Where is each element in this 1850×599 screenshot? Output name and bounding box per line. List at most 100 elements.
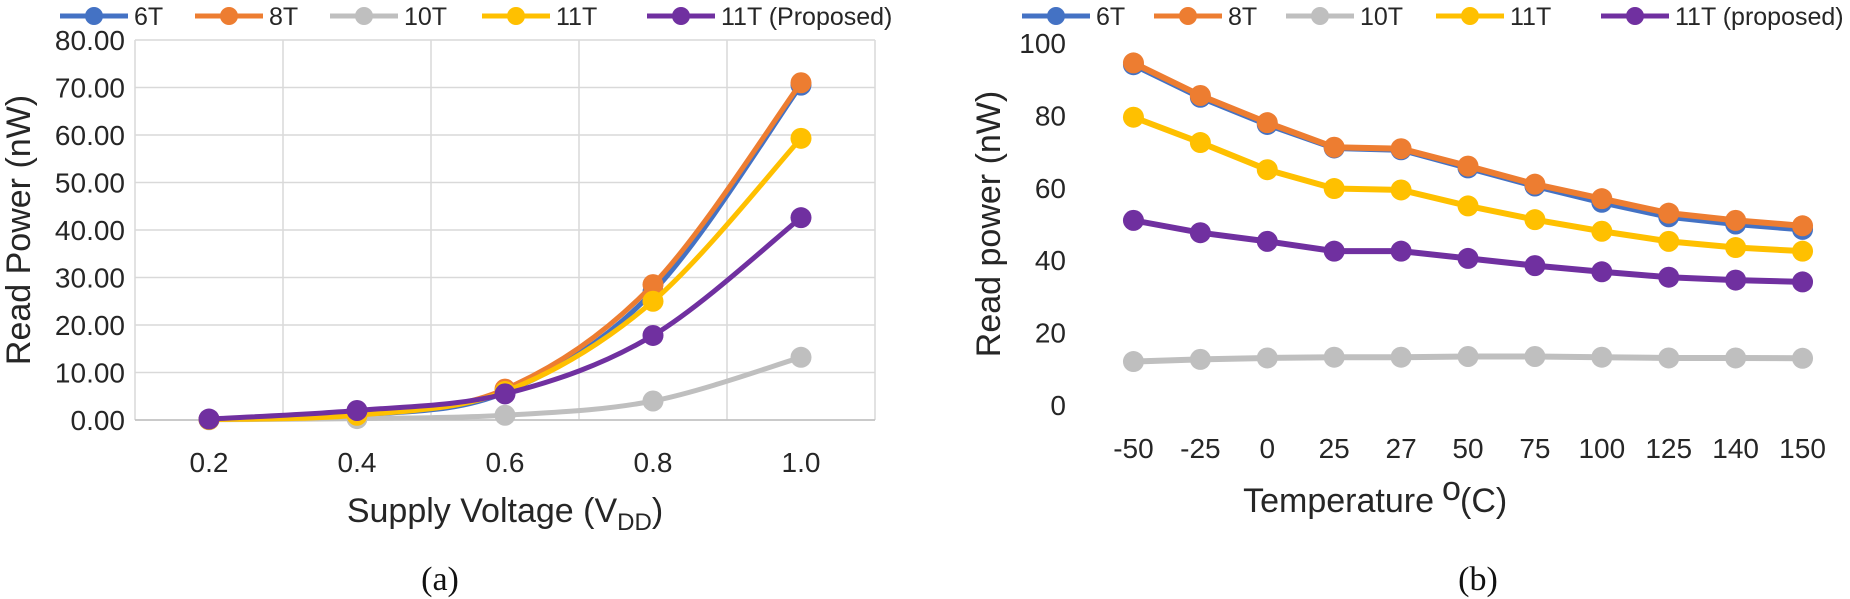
- chart-b-x-ticks: -50 -25 0 25 27 50 75 100 125 140 150: [1113, 433, 1826, 464]
- data-point: [642, 274, 664, 296]
- data-point: [1122, 52, 1144, 74]
- data-point: [1122, 106, 1144, 128]
- chart-b-caption: (b): [1458, 561, 1498, 598]
- chart-a: 0.00 10.00 20.00 30.00 40.00 50.00 60.00 70.00 8…: [0, 3, 892, 598]
- data-point: [1658, 347, 1680, 369]
- data-point: [1457, 247, 1479, 269]
- chart-a-legend-entry-11t: 11T: [482, 3, 597, 31]
- chart-a-series-6t: [198, 74, 812, 431]
- chart-a-legend-entry-8t: 8T: [195, 3, 298, 31]
- data-point: [1457, 345, 1479, 367]
- x-tick-label: 0: [1259, 433, 1275, 464]
- data-point: [1792, 215, 1814, 237]
- x-tick-label: 75: [1519, 433, 1550, 464]
- data-point: [1725, 269, 1747, 291]
- legend-marker: [355, 7, 373, 25]
- y-tick-label: 50.00: [55, 168, 125, 199]
- y-tick-label: 20.00: [55, 310, 125, 341]
- data-point: [1658, 266, 1680, 288]
- y-tick-label: 100: [1019, 28, 1066, 59]
- chart-b-legend-entry-11t: 11T: [1436, 3, 1551, 31]
- chart-b-series-8t: [1122, 52, 1814, 237]
- chart-b-series-10t: [1122, 345, 1814, 373]
- x-axis-title: Supply Voltage (VDD): [347, 492, 663, 536]
- data-point: [1390, 179, 1412, 201]
- x-tick-label: 0.8: [634, 447, 673, 478]
- chart-a-x-ticks: 0.2 0.4 0.6 0.8 1.0: [190, 447, 821, 478]
- chart-b-y-ticks: 0 20 40 60 80 100: [1019, 28, 1066, 421]
- chart-b-legend-entry-10t: 10T: [1286, 3, 1403, 31]
- data-point: [1323, 240, 1345, 262]
- series-line: [208, 136, 803, 423]
- data-point: [1524, 345, 1546, 367]
- data-point: [1591, 261, 1613, 283]
- data-point: [1256, 112, 1278, 134]
- legend-label: 11T (Proposed): [721, 3, 892, 31]
- chart-b-legend-entry-6t: 6T: [1022, 3, 1125, 31]
- x-axis-title: Temperature o (C): [1243, 470, 1507, 520]
- data-point: [1725, 209, 1747, 231]
- data-point: [1189, 132, 1211, 154]
- legend-marker: [1047, 7, 1065, 25]
- x-tick-label: -25: [1180, 433, 1220, 464]
- legend-marker: [1179, 7, 1197, 25]
- y-tick-label: 60: [1035, 173, 1066, 204]
- legend-label: 11T: [556, 3, 597, 31]
- y-axis-title: Read power (nW): [970, 91, 1008, 357]
- x-tick-label: 100: [1578, 433, 1625, 464]
- data-point: [790, 207, 812, 229]
- data-point: [1457, 195, 1479, 217]
- legend-marker: [1461, 7, 1479, 25]
- chart-a-series-8t: [198, 72, 812, 431]
- x-tick-label: 125: [1645, 433, 1692, 464]
- chart-a-legend-entry-10t: 10T: [330, 3, 447, 31]
- legend-label: 10T: [1360, 3, 1403, 31]
- data-point: [1323, 346, 1345, 368]
- data-point: [1189, 84, 1211, 106]
- y-axis-title: Read Power (nW): [0, 95, 38, 365]
- data-point: [1792, 240, 1814, 262]
- data-point: [1792, 271, 1814, 293]
- data-point: [1323, 178, 1345, 200]
- legend-marker: [1311, 7, 1329, 25]
- x-tick-label: -50: [1113, 433, 1153, 464]
- y-tick-label: 40.00: [55, 215, 125, 246]
- legend-label: 8T: [269, 3, 298, 31]
- x-tick-label: 0.2: [190, 447, 229, 478]
- y-tick-label: 40: [1035, 245, 1066, 276]
- legend-label: 6T: [134, 3, 163, 31]
- data-point: [1524, 173, 1546, 195]
- data-point: [790, 72, 812, 94]
- chart-b-legend-entry-8t: 8T: [1154, 3, 1257, 31]
- data-point: [1524, 255, 1546, 277]
- data-point: [1256, 347, 1278, 369]
- legend-label: 11T (proposed): [1675, 3, 1844, 31]
- x-tick-label: 150: [1779, 433, 1826, 464]
- chart-b-series-11t: [1122, 106, 1814, 262]
- data-point: [1591, 188, 1613, 210]
- data-point: [1591, 346, 1613, 368]
- x-tick-label: 50: [1452, 433, 1483, 464]
- data-point: [1390, 346, 1412, 368]
- chart-a-gridlines: [134, 39, 876, 421]
- legend-marker: [85, 7, 103, 25]
- x-axis-title-degree: o: [1442, 470, 1461, 508]
- chart-b-legend-entry-11t-proposed-: 11T (proposed): [1601, 3, 1844, 31]
- data-point: [494, 404, 516, 426]
- data-point: [1591, 220, 1613, 242]
- chart-a-caption: (a): [421, 561, 459, 598]
- data-point: [1122, 351, 1144, 373]
- data-point: [642, 390, 664, 412]
- data-point: [1658, 202, 1680, 224]
- chart-b-series-11t-proposed-: [1122, 209, 1814, 293]
- chart-a-series-11t-proposed-: [198, 207, 812, 430]
- data-point: [1189, 348, 1211, 370]
- y-tick-label: 0: [1050, 390, 1066, 421]
- chart-b: 0 20 40 60 80 100 -50 -25 0 25 27 50 75 100 125 140 150 R…: [970, 3, 1844, 598]
- x-tick-label: 27: [1386, 433, 1417, 464]
- legend-label: 8T: [1228, 3, 1257, 31]
- data-point: [494, 383, 516, 405]
- legend-marker: [220, 7, 238, 25]
- chart-a-y-ticks: 0.00 10.00 20.00 30.00 40.00 50.00 60.00 70.00 8…: [55, 25, 125, 436]
